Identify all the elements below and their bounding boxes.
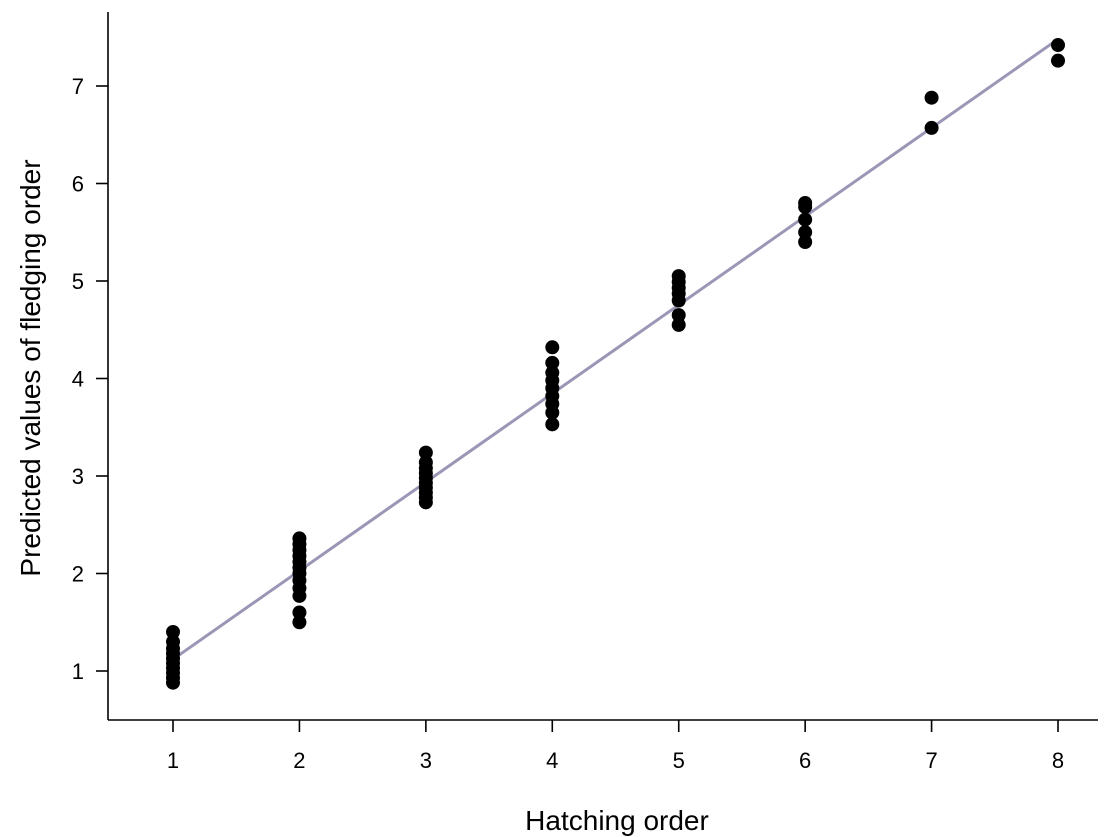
x-tick-label-1: 1 bbox=[167, 748, 179, 773]
x-tick-label-3: 3 bbox=[420, 748, 432, 773]
data-point-40 bbox=[545, 340, 560, 355]
x-tick-label-7: 7 bbox=[925, 748, 937, 773]
data-point-39 bbox=[545, 355, 560, 370]
x-ticks: 1 2 3 4 5 6 7 8 bbox=[167, 720, 1064, 773]
axes bbox=[107, 12, 1098, 721]
data-point-41 bbox=[671, 317, 686, 332]
data-point-10 bbox=[292, 615, 307, 630]
x-tick-label-5: 5 bbox=[673, 748, 685, 773]
data-point-8 bbox=[166, 634, 180, 649]
data-point-11 bbox=[292, 605, 307, 620]
data-point-21 bbox=[292, 531, 307, 546]
data-point-9 bbox=[166, 625, 180, 639]
y-tick-label-5: 5 bbox=[72, 269, 84, 294]
x-tick-label-4: 4 bbox=[546, 748, 558, 773]
y-tick-label-3: 3 bbox=[72, 464, 84, 489]
x-tick-label-6: 6 bbox=[799, 748, 811, 773]
y-axis-title: Predicted values of fledging order bbox=[15, 159, 46, 576]
data-point-38 bbox=[545, 365, 560, 380]
data-point-56 bbox=[1051, 38, 1066, 53]
y-tick-label-7: 7 bbox=[72, 74, 84, 99]
fit-line bbox=[172, 37, 1059, 661]
y-ticks: 1 2 3 4 5 6 7 bbox=[72, 74, 108, 684]
points-layer bbox=[166, 38, 1066, 690]
data-point-54 bbox=[924, 90, 939, 105]
data-point-55 bbox=[1051, 53, 1066, 68]
data-point-50 bbox=[798, 212, 813, 227]
y-tick-label-4: 4 bbox=[72, 367, 84, 392]
data-point-52 bbox=[798, 196, 813, 210]
fit-line-layer bbox=[172, 37, 1059, 661]
data-point-53 bbox=[924, 120, 939, 135]
y-tick-label-1: 1 bbox=[72, 659, 84, 684]
y-tick-label-2: 2 bbox=[72, 562, 84, 587]
x-axis-title: Hatching order bbox=[525, 805, 709, 836]
y-tick-label-6: 6 bbox=[72, 172, 84, 197]
data-point-47 bbox=[671, 269, 686, 284]
data-point-30 bbox=[418, 455, 433, 470]
data-point-48 bbox=[798, 235, 813, 249]
data-point-49 bbox=[798, 225, 813, 240]
data-point-31 bbox=[418, 445, 433, 460]
x-tick-label-2: 2 bbox=[293, 748, 305, 773]
data-point-42 bbox=[671, 308, 686, 323]
data-point-32 bbox=[545, 417, 560, 432]
x-tick-label-8: 8 bbox=[1052, 748, 1064, 773]
